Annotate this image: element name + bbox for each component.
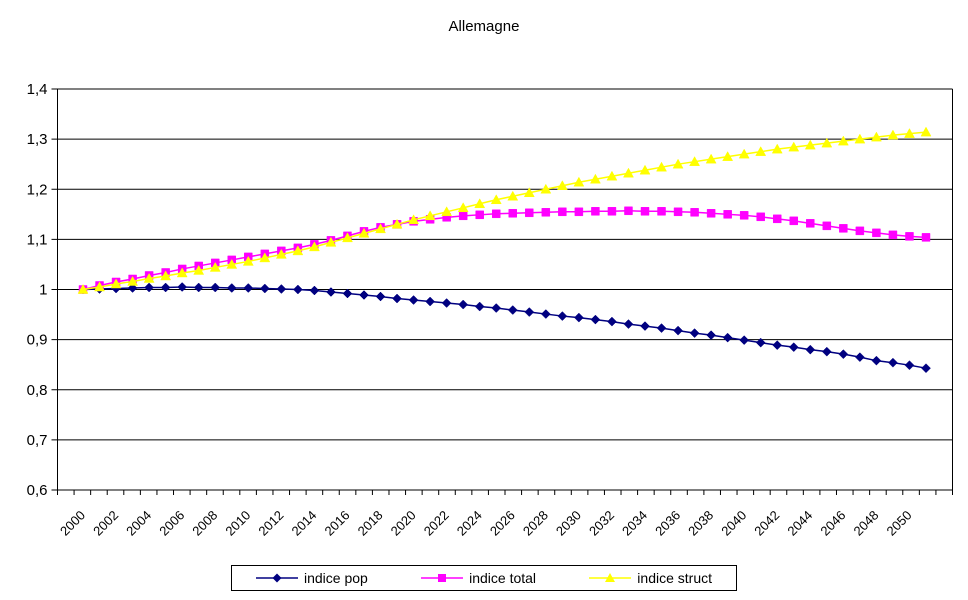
legend-item-indice-pop: indice pop bbox=[256, 570, 368, 586]
series-markers-indice-total bbox=[78, 206, 931, 294]
square-marker-icon bbox=[421, 574, 464, 582]
y-tick-label: 0,8 bbox=[27, 382, 48, 399]
y-tick-label: 1,3 bbox=[27, 131, 48, 148]
series-markers-indice-pop bbox=[78, 282, 931, 374]
x-tick-label: 2006 bbox=[156, 508, 187, 539]
x-tick-label: 2050 bbox=[884, 508, 915, 539]
chart-title: Allemagne bbox=[448, 18, 520, 35]
x-tick-label: 2016 bbox=[322, 508, 353, 539]
y-tick-label: 0,7 bbox=[27, 432, 48, 449]
x-tick-label: 2040 bbox=[718, 508, 749, 539]
series-line-indice-pop bbox=[82, 286, 927, 369]
y-tick-label: 1,4 bbox=[27, 81, 48, 98]
x-tick-label: 2002 bbox=[90, 508, 121, 539]
series-line-indice-struct bbox=[82, 131, 927, 291]
y-tick-label: 1 bbox=[39, 282, 47, 299]
x-tick-label: 2034 bbox=[619, 508, 650, 539]
x-tick-label: 2044 bbox=[784, 508, 815, 539]
y-tick-label: 0,6 bbox=[27, 482, 48, 499]
x-tick-label: 2014 bbox=[288, 508, 319, 539]
series-markers-indice-struct bbox=[77, 126, 932, 294]
x-tick-label: 2046 bbox=[817, 508, 848, 539]
x-tick-label: 2018 bbox=[355, 508, 386, 539]
x-tick-label: 2010 bbox=[222, 508, 253, 539]
x-tick-label: 2024 bbox=[454, 508, 485, 539]
legend-item-indice-struct: indice struct bbox=[589, 570, 712, 586]
x-tick-label: 2036 bbox=[652, 508, 683, 539]
x-tick-label: 2026 bbox=[487, 508, 518, 539]
diamond-marker-icon bbox=[256, 573, 298, 583]
legend-label: indice total bbox=[469, 570, 537, 586]
x-tick-label: 2028 bbox=[520, 508, 551, 539]
y-tick-label: 1,2 bbox=[27, 181, 48, 198]
x-tick-label: 2042 bbox=[751, 508, 782, 539]
legend-label: indice struct bbox=[637, 570, 712, 586]
x-tick-label: 2038 bbox=[685, 508, 716, 539]
x-tick-label: 2012 bbox=[255, 508, 286, 539]
x-tick-label: 2032 bbox=[586, 508, 617, 539]
x-tick-label: 2030 bbox=[553, 508, 584, 539]
legend-label: indice pop bbox=[304, 570, 368, 586]
legend: indice pop indice total indice struct bbox=[231, 565, 737, 591]
series-line-indice-total bbox=[82, 210, 927, 291]
x-tick-label: 2048 bbox=[850, 508, 881, 539]
x-tick-label: 2004 bbox=[123, 508, 154, 539]
x-tick-label: 2020 bbox=[388, 508, 419, 539]
x-tick-label: 2000 bbox=[57, 508, 88, 539]
y-tick-label: 0,9 bbox=[27, 332, 48, 349]
triangle-marker-icon bbox=[589, 573, 632, 582]
legend-item-indice-total: indice total bbox=[421, 570, 536, 586]
x-tick-label: 2022 bbox=[421, 508, 452, 539]
x-tick-label: 2008 bbox=[189, 508, 220, 539]
y-tick-label: 1,1 bbox=[27, 231, 48, 248]
